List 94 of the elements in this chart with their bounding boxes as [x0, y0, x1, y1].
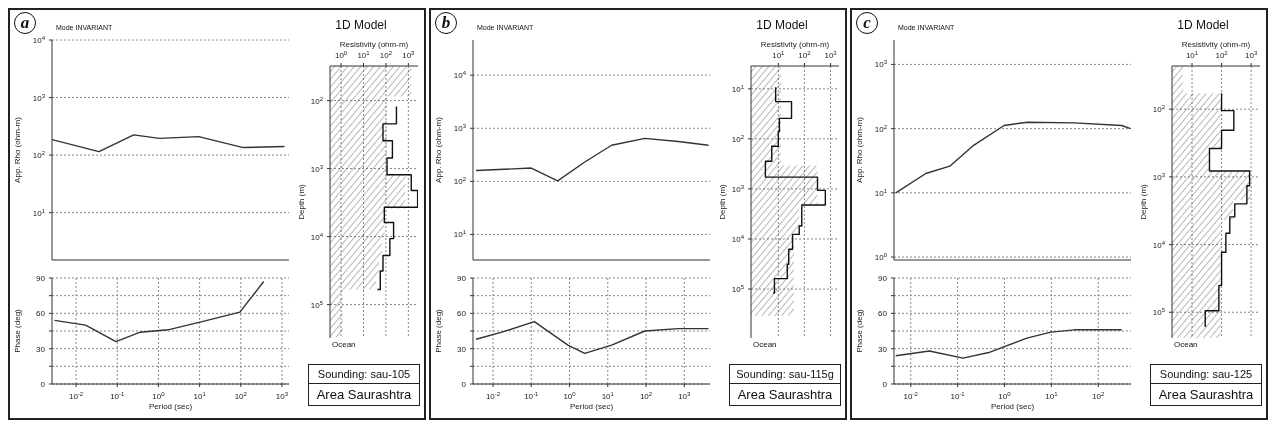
chart-title: 1D Model	[335, 18, 387, 32]
y-tick-label: 0	[40, 380, 46, 389]
y-tick-label: 10$^{2}$	[453, 176, 467, 187]
y-tick-label: 10$^{1}$	[731, 83, 745, 94]
y-tick-label: 10$^{5}$	[731, 284, 745, 295]
x-tick-label: 10$^{-2}$	[903, 391, 919, 401]
y-tick-label: 10$^{2}$	[731, 133, 745, 144]
y-tick-label: 10$^{3}$	[32, 92, 46, 103]
y-tick-label: 10$^{0}$	[874, 252, 888, 263]
y-tick-label: 10$^{1}$	[32, 207, 46, 218]
y-tick-label: 10$^{3}$	[453, 123, 467, 134]
y-tick-label: 10$^{4}$	[453, 70, 467, 81]
text: b	[441, 13, 451, 32]
x-tick-label: 10$^{1}$	[601, 391, 615, 401]
y-axis-title: Phase (deg)	[854, 308, 864, 353]
y-axis-title: Depth (m)	[1138, 183, 1148, 220]
y-tick-label: 60	[878, 309, 888, 319]
y-tick-label: 10$^{3}$	[310, 163, 324, 174]
x-axis-title: Resistivity (ohm-m)	[339, 39, 409, 49]
y-tick-label: 90	[36, 274, 46, 283]
text: Ocean	[332, 340, 356, 349]
text: Sounding: sau-115g	[736, 368, 834, 380]
y-tick-label: 30	[878, 344, 888, 354]
x-tick-label: 10$^{3}$	[402, 50, 416, 60]
chart-title: 1D Model	[1177, 18, 1229, 32]
y-tick-label: 10$^{2}$	[874, 123, 888, 134]
x-tick-label: 10$^{-2}$	[485, 391, 501, 401]
x-tick-label: 10$^{2}$	[379, 50, 393, 60]
y-tick-label: 10$^{3}$	[1152, 171, 1166, 182]
y-tick-label: 10$^{4}$	[731, 234, 745, 244]
y-tick-label: 10$^{3}$	[731, 183, 745, 194]
x-tick-label: 10$^{1}$	[357, 50, 371, 60]
y-tick-label: 10$^{4}$	[1152, 239, 1166, 250]
x-tick-label: 10$^{1}$	[772, 50, 786, 60]
y-tick-label: 10$^{5}$	[310, 299, 324, 310]
y-axis-title: Depth (m)	[296, 183, 306, 220]
x-tick-label: 10$^{1}$	[1045, 391, 1059, 401]
y-tick-label: 10$^{3}$	[874, 59, 888, 70]
y-tick-label: 0	[461, 380, 467, 389]
x-tick-label: 10$^{-1}$	[110, 391, 126, 401]
chart-title: 1D Model	[756, 18, 808, 32]
y-tick-label: 90	[457, 274, 467, 283]
y-tick-label: 0	[882, 380, 888, 389]
text: Area Saurashtra	[737, 387, 833, 402]
x-tick-label: 10$^{3}$	[275, 391, 289, 401]
x-tick-label: 10$^{-2}$	[68, 391, 84, 401]
x-axis-title: Period (sec)	[148, 402, 193, 411]
x-tick-label: 10$^{0}$	[563, 391, 577, 401]
y-tick-label: 10$^{1}$	[453, 229, 467, 240]
text: c	[863, 13, 871, 32]
y-axis-title: App. Rho (ohm-m)	[12, 116, 22, 183]
y-tick-label: 10$^{4}$	[310, 231, 324, 242]
y-tick-label: 60	[457, 309, 467, 319]
x-axis-title: Resistivity (ohm-m)	[1181, 39, 1251, 49]
x-tick-label: 10$^{2}$	[1215, 50, 1229, 60]
y-tick-label: 60	[36, 309, 46, 319]
y-tick-label: 90	[878, 274, 888, 283]
y-axis-title: Depth (m)	[717, 183, 727, 220]
x-tick-label: 10$^{-1}$	[950, 391, 966, 401]
x-tick-label: 10$^{1}$	[1185, 50, 1199, 60]
x-axis-title: Period (sec)	[569, 402, 614, 411]
x-tick-label: 10$^{2}$	[798, 50, 812, 60]
y-axis-title: Phase (deg)	[12, 308, 22, 353]
x-tick-label: 10$^{3}$	[1244, 50, 1258, 60]
x-tick-label: 10$^{2}$	[639, 391, 653, 401]
x-tick-label: 10$^{0}$	[334, 50, 348, 60]
y-tick-label: 10$^{2}$	[310, 95, 324, 106]
y-tick-label: 10$^{2}$	[1152, 104, 1166, 115]
x-axis-title: Resistivity (ohm-m)	[760, 39, 830, 49]
x-tick-label: 10$^{-1}$	[524, 391, 540, 401]
x-tick-label: 10$^{2}$	[1092, 391, 1106, 401]
y-tick-label: 30	[36, 344, 46, 354]
x-tick-label: 10$^{3}$	[824, 50, 838, 60]
y-axis-title: App. Rho (ohm-m)	[433, 116, 443, 183]
text: Ocean	[753, 340, 777, 349]
text: Sounding: sau-125	[1159, 368, 1253, 380]
text: Area Saurashtra	[316, 387, 412, 402]
y-tick-label: 10$^{4}$	[32, 35, 46, 45]
text: Area Saurashtra	[1158, 387, 1254, 402]
y-tick-label: 10$^{1}$	[874, 187, 888, 198]
text: Ocean	[1174, 340, 1198, 349]
x-tick-label: 10$^{2}$	[234, 391, 248, 401]
y-tick-label: 10$^{5}$	[1152, 307, 1166, 318]
x-tick-label: 10$^{3}$	[678, 391, 692, 401]
y-tick-label: 10$^{2}$	[32, 150, 46, 161]
text: Sounding: sau-105	[317, 368, 411, 380]
text: a	[20, 13, 30, 32]
x-tick-label: 10$^{1}$	[193, 391, 207, 401]
x-axis-title: Period (sec)	[990, 402, 1035, 411]
y-axis-title: App. Rho (ohm-m)	[854, 116, 864, 183]
y-axis-title: Phase (deg)	[433, 308, 443, 353]
y-tick-label: 30	[457, 344, 467, 354]
x-tick-label: 10$^{0}$	[998, 391, 1012, 401]
x-tick-label: 10$^{0}$	[152, 391, 166, 401]
